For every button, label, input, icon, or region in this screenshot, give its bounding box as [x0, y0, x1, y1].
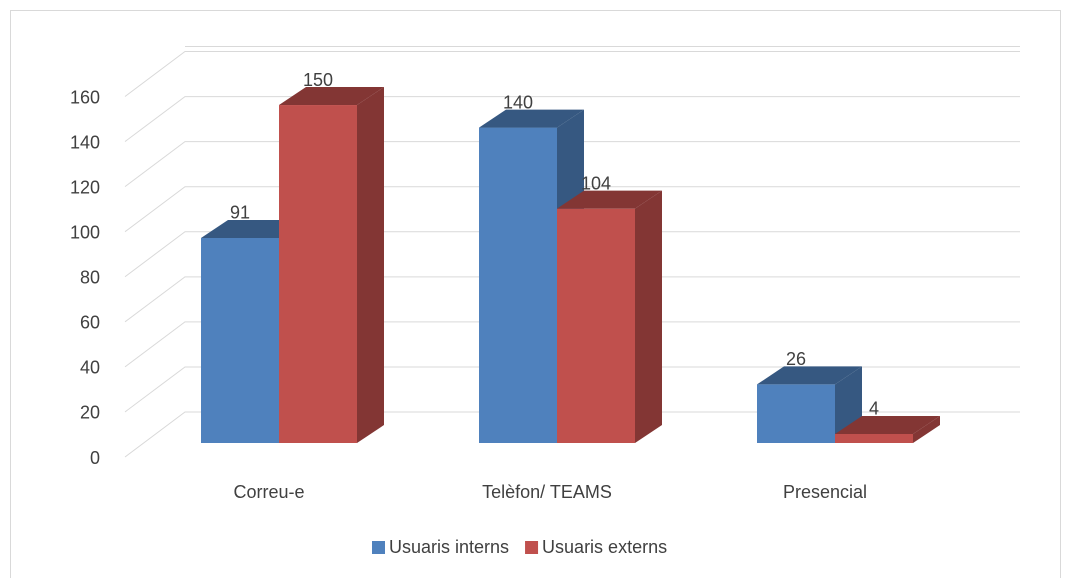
- bar: [557, 208, 635, 443]
- x-tick-label: Correu-e: [233, 482, 304, 502]
- data-label: 4: [869, 399, 879, 419]
- grid-line: [124, 96, 1020, 142]
- y-tick-label: 80: [80, 268, 100, 288]
- data-label: 26: [786, 349, 806, 369]
- grid-line: [124, 231, 1020, 278]
- data-label: 104: [581, 173, 611, 193]
- grid-line: [124, 51, 1020, 97]
- bar-top: [835, 415, 940, 434]
- y-tick-label: 20: [80, 403, 100, 423]
- bar-top: [757, 366, 862, 385]
- data-label: 150: [303, 70, 333, 90]
- grid-line: [124, 321, 1020, 368]
- x-tick-label: Telèfon/ TEAMS: [482, 482, 612, 502]
- bar: [201, 237, 279, 443]
- x-tick-label: Presencial: [783, 482, 867, 502]
- y-tick-label: 60: [80, 313, 100, 333]
- grid-line: [124, 186, 1020, 233]
- y-tick-label: 160: [70, 87, 100, 107]
- legend-label: Usuaris externs: [542, 537, 667, 557]
- bar: [479, 127, 557, 443]
- bar: [279, 105, 357, 443]
- bar-top: [279, 87, 384, 106]
- bar-side: [635, 190, 662, 443]
- bar-side: [913, 415, 940, 443]
- y-tick-label: 0: [90, 448, 100, 468]
- y-tick-label: 140: [70, 132, 100, 152]
- bar: [835, 433, 913, 443]
- grid-line: [124, 411, 1020, 458]
- grid-line: [124, 141, 1020, 188]
- bar-top: [479, 109, 584, 128]
- grid-line: [124, 366, 1020, 413]
- legend-label: Usuaris interns: [389, 537, 509, 557]
- grid-line: [124, 276, 1020, 323]
- legend-swatch: [525, 541, 539, 554]
- bar-side: [357, 87, 384, 443]
- bar-top: [557, 190, 662, 209]
- data-label: 91: [230, 203, 250, 223]
- data-label: 140: [503, 92, 533, 112]
- y-tick-label: 120: [70, 177, 100, 197]
- legend-swatch: [372, 541, 385, 554]
- bar: [757, 384, 835, 443]
- y-tick-label: 100: [70, 222, 100, 242]
- y-tick-label: 40: [80, 358, 100, 378]
